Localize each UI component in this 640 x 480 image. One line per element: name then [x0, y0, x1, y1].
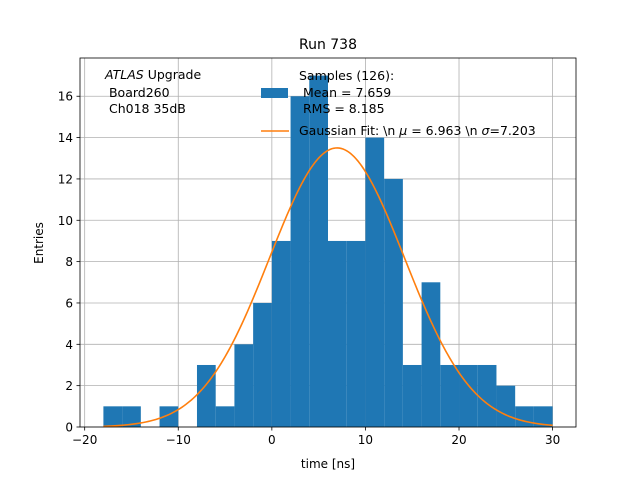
annotation-atlas: ATLAS	[104, 67, 144, 82]
legend-fit-sigma: σ	[482, 123, 491, 138]
gaussian-fit-curve	[103, 147, 553, 428]
legend-mean-label: Mean = 7.659	[299, 85, 391, 100]
x-tick-label: 0	[268, 433, 276, 447]
histogram-bar	[196, 364, 216, 427]
y-tick-label: 12	[58, 172, 73, 186]
legend-fit-text-3: =7.203	[489, 123, 535, 138]
x-axis-ticks: −20 −10 0 10 20 30	[72, 427, 560, 447]
histogram-bar	[328, 240, 347, 427]
x-axis-label: time [ns]	[301, 457, 355, 471]
histogram-bar	[122, 406, 141, 427]
x-tick-label: −20	[72, 433, 97, 447]
histogram-bar	[365, 137, 385, 427]
atlas-annotation: ATLAS Upgrade Board260 Ch018 35dB	[104, 67, 201, 116]
legend-rms-label: RMS = 8.185	[299, 101, 385, 116]
histogram-bar	[253, 302, 272, 427]
legend-fit-label: Gaussian Fit: \n μ = 6.963 \n σ=7.203	[299, 123, 536, 138]
histogram-bar	[290, 96, 310, 427]
y-tick-label: 8	[65, 255, 73, 269]
histogram-bar	[346, 240, 366, 427]
histogram-bar	[271, 240, 291, 427]
histogram-bar	[477, 364, 497, 427]
annotation-upgrade: Upgrade	[144, 67, 202, 82]
histogram-bar	[421, 282, 441, 427]
y-tick-label: 4	[65, 338, 73, 352]
histogram-bar	[440, 364, 460, 427]
x-tick-label: 20	[451, 433, 466, 447]
histogram-bar	[459, 364, 478, 427]
y-tick-label: 6	[65, 296, 73, 310]
annotation-channel: Ch018 35dB	[105, 101, 186, 116]
x-tick-label: 10	[358, 433, 373, 447]
legend-fit-text-2: = 6.963 \n	[407, 123, 481, 138]
y-tick-label: 0	[65, 421, 73, 435]
histogram-bar	[533, 406, 553, 427]
histogram-bar	[215, 406, 235, 427]
y-tick-label: 2	[65, 379, 73, 393]
legend: Samples (126): Mean = 7.659 RMS = 8.185 …	[261, 68, 536, 138]
chart-title: Run 738	[299, 37, 357, 53]
annotation-board: Board260	[105, 85, 170, 100]
x-tick-label: −10	[166, 433, 191, 447]
histogram-bar	[402, 364, 422, 427]
y-axis-ticks: 0 2 4 6 8 10 12 14 16	[58, 90, 80, 435]
legend-histogram-swatch	[261, 88, 288, 98]
x-tick-label: 30	[545, 433, 560, 447]
legend-fit-mu: μ	[398, 123, 407, 138]
y-tick-label: 10	[58, 214, 73, 228]
y-tick-label: 14	[58, 131, 73, 145]
histogram-bar	[515, 406, 534, 427]
histogram-bar	[496, 385, 516, 427]
annotation-line-1: ATLAS Upgrade	[104, 67, 201, 82]
histogram-bar	[234, 344, 254, 427]
legend-samples-label: Samples (126):	[299, 68, 394, 83]
y-axis-label: Entries	[32, 222, 46, 264]
histogram-bar	[103, 406, 123, 427]
y-tick-label: 16	[58, 90, 73, 104]
plot-frame	[79, 57, 577, 428]
legend-fit-text-1: Gaussian Fit: \n	[299, 123, 399, 138]
